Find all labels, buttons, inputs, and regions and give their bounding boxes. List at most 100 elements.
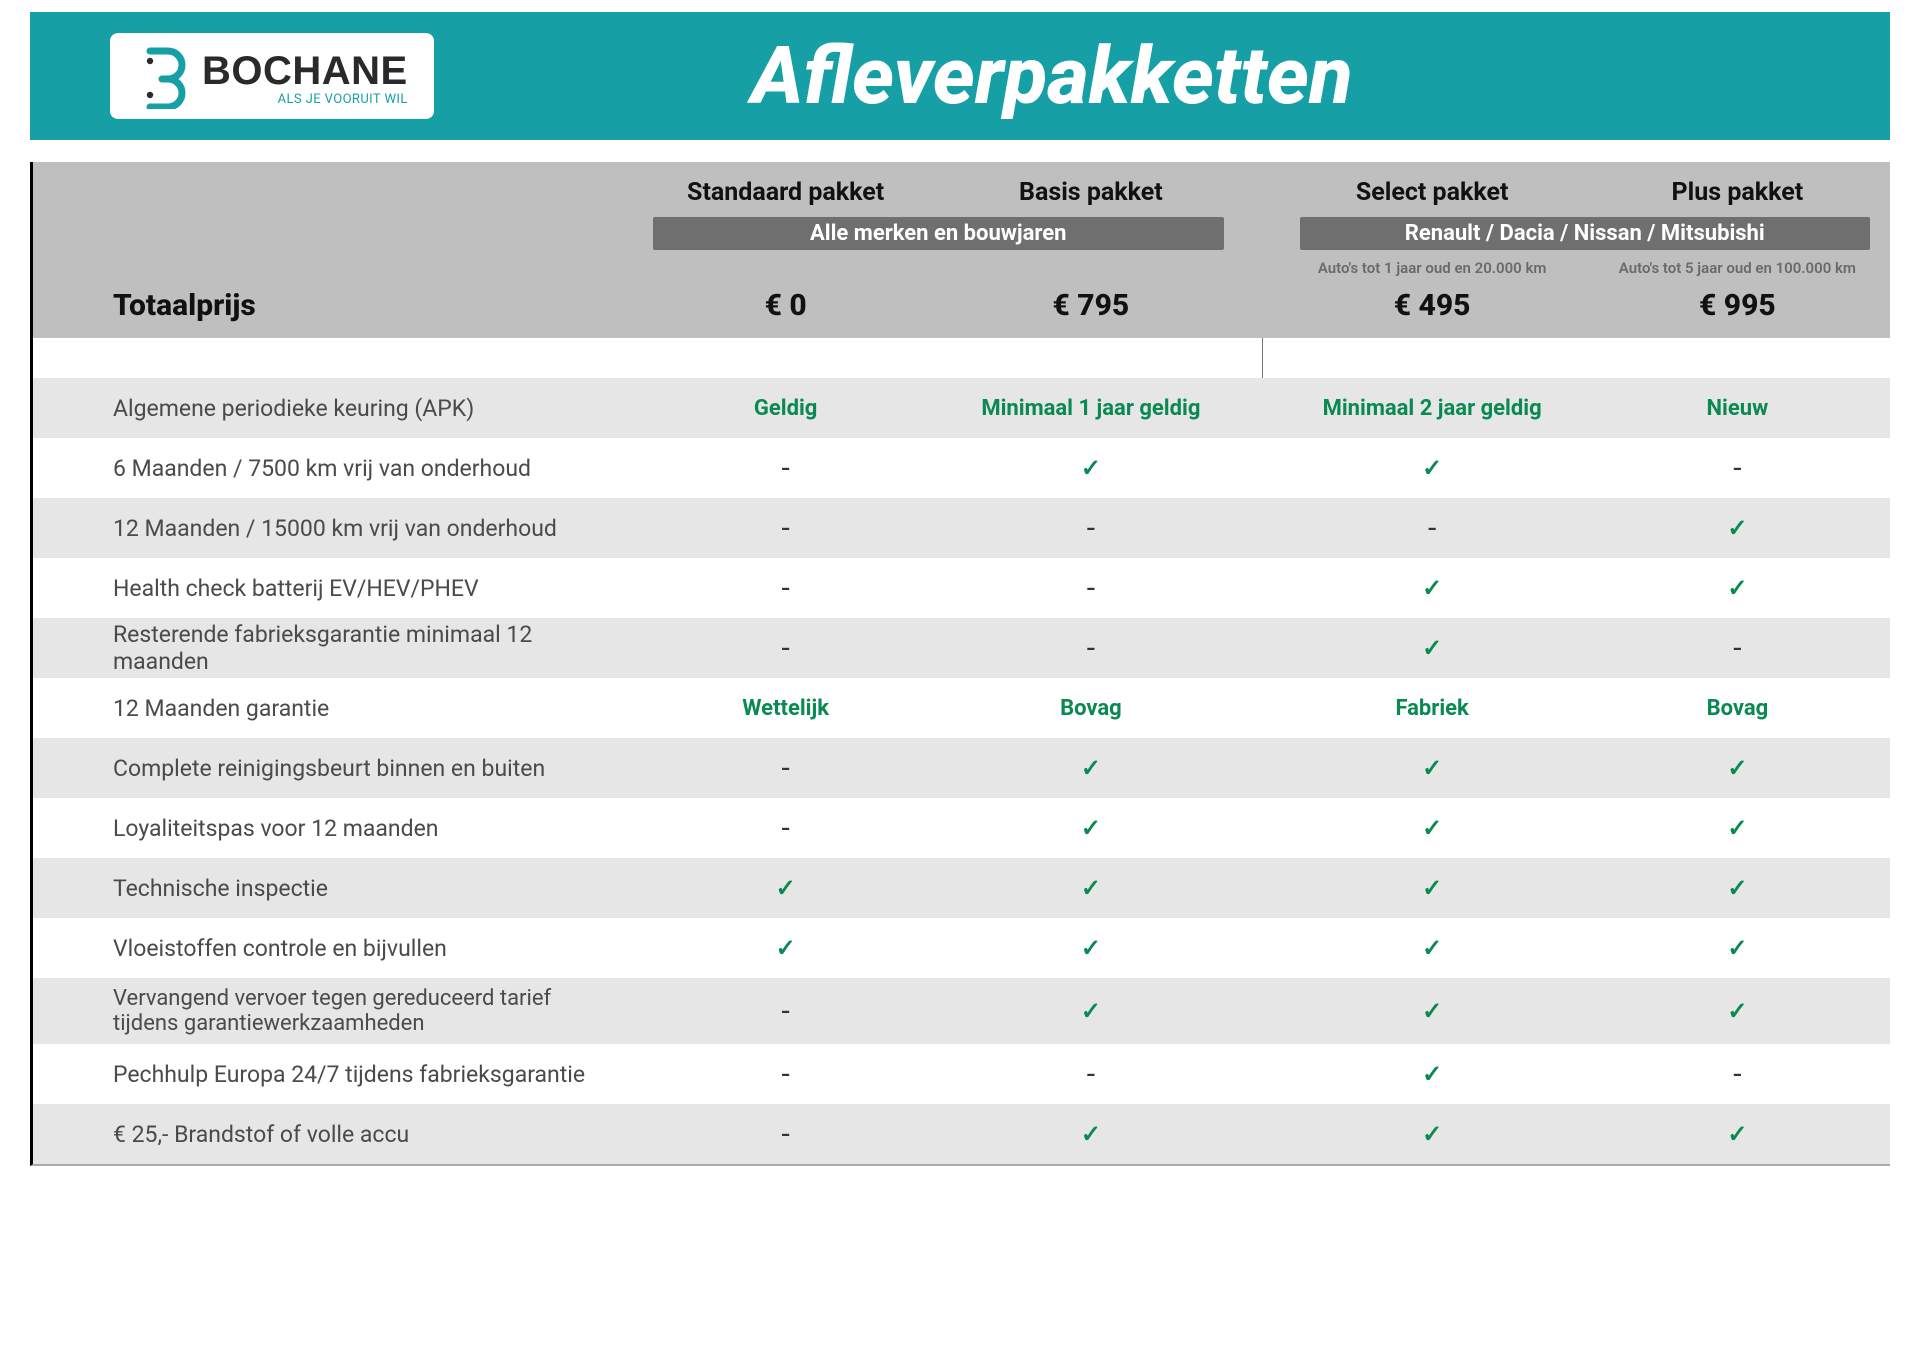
col-title: Basis pakket (938, 178, 1243, 207)
check-icon: ✓ (1280, 454, 1585, 482)
header-price-row: Totaalprijs € 0 € 795 € 495 € 995 (33, 282, 1890, 328)
col-note: Auto's tot 5 jaar oud en 100.000 km (1585, 259, 1890, 277)
check-icon: ✓ (1280, 814, 1585, 842)
check-icon: ✓ (1280, 754, 1585, 782)
col-price: € 495 (1280, 288, 1585, 323)
check-icon: ✓ (1280, 634, 1585, 662)
packages-table: Standaard pakket Basis pakket Select pak… (30, 162, 1890, 1166)
row-label: € 25,- Brandstof of volle accu (33, 1121, 633, 1148)
cell-dash: - (633, 1117, 938, 1152)
page-title: Afleverpakketten (254, 29, 1850, 123)
check-icon: ✓ (1280, 997, 1585, 1025)
check-icon: ✓ (938, 1120, 1243, 1148)
check-icon: ✓ (938, 874, 1243, 902)
check-icon: ✓ (1585, 754, 1890, 782)
col-note: Auto's tot 1 jaar oud en 20.000 km (1280, 259, 1585, 277)
cell-text: Fabriek (1280, 696, 1585, 721)
page: BOCHANE ALS JE VOORUIT WIL Afleverpakket… (0, 0, 1920, 1359)
row-label: 6 Maanden / 7500 km vrij van onderhoud (33, 455, 633, 482)
check-icon: ✓ (1280, 1060, 1585, 1088)
row-label: Vervangend vervoer tegen gereduceerd tar… (33, 986, 633, 1037)
check-icon: ✓ (938, 454, 1243, 482)
table-row: Algemene periodieke keuring (APK)GeldigM… (33, 378, 1890, 438)
header-banner: BOCHANE ALS JE VOORUIT WIL Afleverpakket… (30, 12, 1890, 140)
check-icon: ✓ (1585, 997, 1890, 1025)
row-label: Loyaliteitspas voor 12 maanden (33, 815, 633, 842)
table-row: € 25,- Brandstof of volle accu-✓✓✓ (33, 1104, 1890, 1164)
check-icon: ✓ (1585, 514, 1890, 542)
cell-dash: - (938, 1057, 1243, 1092)
table-row: 6 Maanden / 7500 km vrij van onderhoud-✓… (33, 438, 1890, 498)
cell-text: Geldig (633, 396, 938, 421)
row-label: Algemene periodieke keuring (APK) (33, 395, 633, 422)
group-label: Renault / Dacia / Nissan / Mitsubishi (1300, 217, 1871, 250)
row-label: Technische inspectie (33, 875, 633, 902)
check-icon: ✓ (938, 754, 1243, 782)
row-label: 12 Maanden / 15000 km vrij van onderhoud (33, 515, 633, 542)
header-titles-row: Standaard pakket Basis pakket Select pak… (33, 172, 1890, 212)
cell-dash: - (633, 631, 938, 666)
logo-mark-icon (136, 47, 188, 109)
cell-dash: - (1585, 631, 1890, 666)
check-icon: ✓ (1585, 1120, 1890, 1148)
row-label: 12 Maanden garantie (33, 695, 633, 722)
cell-text: Minimaal 2 jaar geldig (1280, 396, 1585, 421)
table-row: Health check batterij EV/HEV/PHEV--✓✓ (33, 558, 1890, 618)
cell-dash: - (633, 451, 938, 486)
row-label: Pechhulp Europa 24/7 tijdens fabrieksgar… (33, 1061, 633, 1088)
table-row: 12 Maanden / 15000 km vrij van onderhoud… (33, 498, 1890, 558)
cell-dash: - (1585, 451, 1890, 486)
cell-text: Minimaal 1 jaar geldig (938, 396, 1243, 421)
check-icon: ✓ (1280, 574, 1585, 602)
row-label: Resterende fabrieksgarantie minimaal 12 … (33, 621, 633, 675)
table-row: 12 Maanden garantieWettelijkBovagFabriek… (33, 678, 1890, 738)
check-icon: ✓ (1585, 814, 1890, 842)
spacer-row (33, 338, 1890, 378)
cell-text: Bovag (938, 696, 1243, 721)
col-title: Plus pakket (1585, 178, 1890, 207)
cell-dash: - (1585, 1057, 1890, 1092)
check-icon: ✓ (633, 874, 938, 902)
table-row: Pechhulp Europa 24/7 tijdens fabrieksgar… (33, 1044, 1890, 1104)
check-icon: ✓ (633, 934, 938, 962)
cell-dash: - (938, 631, 1243, 666)
cell-text: Wettelijk (633, 696, 938, 721)
table-row: Vloeistoffen controle en bijvullen✓✓✓✓ (33, 918, 1890, 978)
table-row: Vervangend vervoer tegen gereduceerd tar… (33, 978, 1890, 1044)
header-subband-row: Alle merken en bouwjaren Renault / Dacia… (33, 212, 1890, 254)
check-icon: ✓ (1585, 934, 1890, 962)
cell-dash: - (633, 811, 938, 846)
table-row: Resterende fabrieksgarantie minimaal 12 … (33, 618, 1890, 678)
cell-dash: - (633, 994, 938, 1029)
col-price: € 995 (1585, 288, 1890, 323)
check-icon: ✓ (938, 814, 1243, 842)
col-price: € 0 (633, 288, 938, 323)
row-label: Vloeistoffen controle en bijvullen (33, 935, 633, 962)
col-title: Standaard pakket (633, 178, 938, 207)
check-icon: ✓ (1280, 1120, 1585, 1148)
cell-dash: - (633, 571, 938, 606)
row-label: Health check batterij EV/HEV/PHEV (33, 575, 633, 602)
cell-dash: - (633, 1057, 938, 1092)
cell-text: Nieuw (1585, 396, 1890, 421)
total-label: Totaalprijs (33, 288, 633, 323)
group-label: Alle merken en bouwjaren (653, 217, 1224, 250)
check-icon: ✓ (1280, 874, 1585, 902)
cell-text: Bovag (1585, 696, 1890, 721)
feature-rows: Algemene periodieke keuring (APK)GeldigM… (33, 378, 1890, 1164)
table-row: Loyaliteitspas voor 12 maanden-✓✓✓ (33, 798, 1890, 858)
check-icon: ✓ (1585, 574, 1890, 602)
check-icon: ✓ (938, 997, 1243, 1025)
col-title: Select pakket (1280, 178, 1585, 207)
table-row: Technische inspectie✓✓✓✓ (33, 858, 1890, 918)
cell-dash: - (938, 571, 1243, 606)
col-price: € 795 (938, 288, 1243, 323)
cell-dash: - (1280, 511, 1585, 546)
table-header: Standaard pakket Basis pakket Select pak… (33, 162, 1890, 338)
cell-dash: - (633, 511, 938, 546)
table-row: Complete reinigingsbeurt binnen en buite… (33, 738, 1890, 798)
check-icon: ✓ (938, 934, 1243, 962)
header-notes-row: Auto's tot 1 jaar oud en 20.000 km Auto'… (33, 254, 1890, 282)
check-icon: ✓ (1585, 874, 1890, 902)
cell-dash: - (633, 751, 938, 786)
